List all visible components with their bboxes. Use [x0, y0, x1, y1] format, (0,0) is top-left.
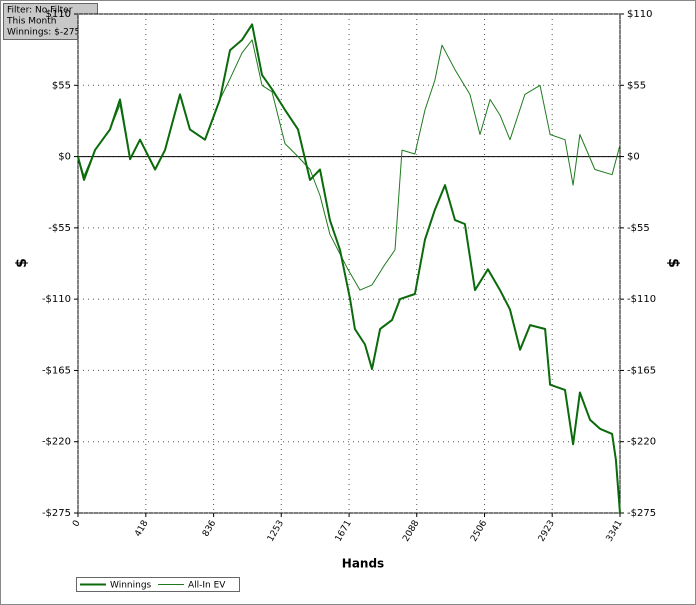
y-tick-label: -$275: [42, 508, 71, 519]
y2-tick-label: $110: [627, 9, 652, 20]
info-line: Filter: No Filter: [7, 6, 73, 16]
y-tick-label: -$55: [48, 223, 71, 234]
y-axis-label: $: [14, 258, 30, 268]
series-line: [77, 23, 621, 514]
y-tick-label: $110: [46, 9, 71, 20]
info-line: This Month: [6, 17, 56, 27]
y-tick-label: -$220: [42, 437, 71, 448]
y2-tick-label: $0: [627, 152, 640, 163]
y-tick-label: $55: [52, 80, 71, 91]
y2-tick-label: -$55: [627, 223, 650, 234]
y2-tick-label: -$165: [627, 365, 656, 376]
y2-tick-label: -$275: [627, 508, 656, 519]
legend-label: All-In EV: [188, 581, 226, 591]
y-tick-label: $0: [58, 152, 71, 163]
y2-axis-label: $: [665, 258, 681, 268]
y-tick-label: -$165: [42, 365, 71, 376]
legend-label: Winnings: [110, 581, 152, 591]
y2-tick-label: -$110: [627, 294, 656, 305]
y2-tick-label: -$220: [627, 437, 656, 448]
x-tick-label: 0: [71, 519, 83, 529]
y-tick-label: -$110: [42, 294, 71, 305]
x-axis-label: Hands: [342, 557, 384, 571]
y2-tick-label: $55: [627, 80, 646, 91]
plot-area: [77, 13, 621, 514]
info-line: Winnings: $-275.07: [7, 28, 95, 38]
